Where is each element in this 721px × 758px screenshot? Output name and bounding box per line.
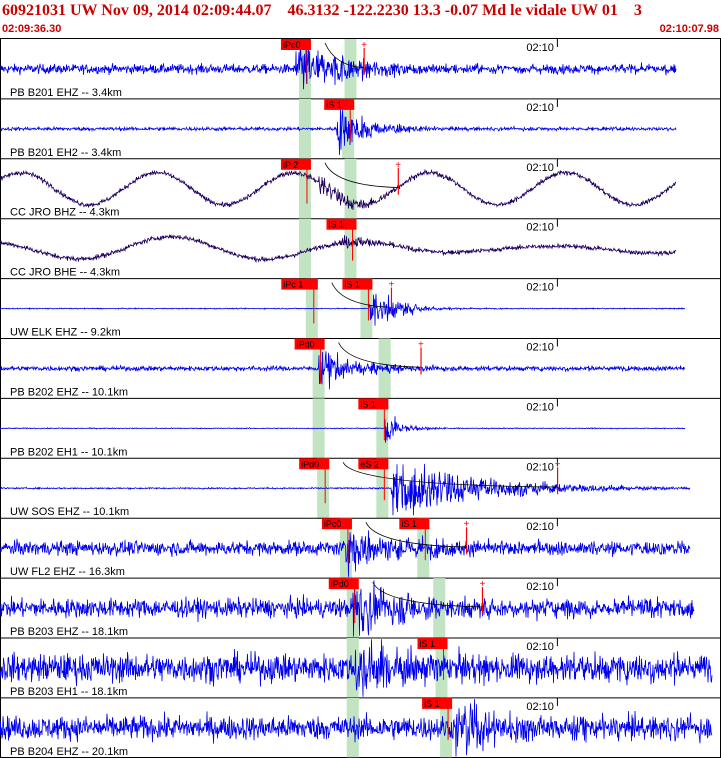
p-pick-label: iPc 1 bbox=[283, 280, 303, 290]
waveform-trace bbox=[0, 351, 686, 390]
amplitude-arc bbox=[338, 342, 422, 368]
coda-pick-plus: + bbox=[388, 280, 394, 291]
s-pick-label: iS 1 bbox=[420, 639, 436, 649]
p-pick-label-box bbox=[299, 458, 330, 470]
s-pick-label: iS 1 bbox=[360, 399, 376, 409]
station-label: UW SOS EHZ -- 10.1km bbox=[10, 506, 129, 518]
waveform-trace bbox=[0, 530, 691, 577]
waveform-trace bbox=[0, 106, 677, 156]
station-label: CC JRO BHE -- 4.3km bbox=[10, 267, 120, 279]
s-window bbox=[344, 158, 357, 219]
p-pick-label-box bbox=[294, 338, 325, 350]
s-pick-label-box bbox=[417, 638, 448, 649]
s-pick-label-box bbox=[422, 697, 453, 709]
time-tick-label: 02:10 bbox=[526, 701, 554, 713]
station-label: UW FL2 EHZ -- 16.3km bbox=[10, 566, 125, 578]
waveform-trace bbox=[0, 580, 695, 637]
s-pick-label-box bbox=[326, 218, 357, 230]
time-tick-label: 02:10 bbox=[526, 102, 554, 114]
time-tick-label: 02:10 bbox=[526, 641, 554, 653]
waveform-trace bbox=[0, 639, 713, 697]
p-pick-label: iPc0 bbox=[283, 40, 301, 50]
p-window bbox=[298, 158, 311, 219]
s-pick-label-box bbox=[399, 518, 430, 530]
p-window bbox=[298, 218, 311, 279]
station-label: PB B202 EHZ -- 10.1km bbox=[10, 386, 128, 398]
station-label: PB B202 EH1 -- 10.1km bbox=[10, 446, 127, 458]
waveform-trace bbox=[0, 43, 677, 90]
time-tick-label: 02:10 bbox=[526, 342, 554, 354]
p-pick-label: iPd0 bbox=[301, 459, 319, 469]
station-label: PB B203 EH1 -- 18.1km bbox=[10, 686, 127, 698]
end-time-label: 02:10:07.98 bbox=[659, 23, 719, 35]
s-window bbox=[433, 578, 446, 638]
s-pick-label-box bbox=[358, 398, 389, 410]
p-pick-label: iPd0 bbox=[297, 340, 315, 350]
p-pick-label-box bbox=[328, 578, 359, 590]
amplitude-arc bbox=[372, 581, 483, 608]
p-pick-label-box bbox=[281, 278, 318, 290]
s-pick-label: iS 1 bbox=[344, 280, 360, 290]
amplitude-arc bbox=[331, 282, 392, 308]
s-pick-label: iS 1 bbox=[424, 699, 440, 709]
coda-pick-plus: + bbox=[361, 40, 367, 51]
p-pick-label: iP 2 bbox=[283, 160, 298, 170]
amplitude-arc bbox=[365, 522, 467, 548]
s-pick-label: iS 1 bbox=[401, 519, 417, 529]
station-label: CC JRO BHZ -- 4.3km bbox=[10, 207, 119, 219]
s-pick-label: iS 1 bbox=[326, 100, 342, 110]
time-tick-label: 02:10 bbox=[526, 521, 554, 533]
station-label: UW ELK EHZ -- 9.2km bbox=[10, 327, 121, 339]
s-pick-label: eS 2 bbox=[360, 459, 379, 469]
p-window bbox=[346, 578, 359, 638]
coda-pick-plus: + bbox=[555, 459, 561, 470]
time-tick-label: 02:10 bbox=[526, 42, 554, 54]
station-label: PB B203 EHZ -- 18.1km bbox=[10, 626, 128, 638]
waveform-trace bbox=[0, 168, 677, 211]
event-title: 60921031 UW Nov 09, 2014 02:09:44.07 46.… bbox=[2, 2, 642, 19]
p-pick-label-box bbox=[321, 518, 352, 530]
waveform-trace bbox=[0, 463, 691, 516]
time-tick-label: 02:10 bbox=[526, 282, 554, 294]
station-label: PB B204 EHZ -- 20.1km bbox=[10, 746, 128, 758]
time-tick-label: 02:10 bbox=[526, 222, 554, 234]
p-pick-label-box bbox=[280, 39, 311, 50]
amplitude-arc bbox=[342, 462, 558, 488]
coda-pick-plus: + bbox=[479, 579, 485, 590]
p-pick-label-box bbox=[280, 158, 311, 170]
time-tick-label: 02:10 bbox=[526, 581, 554, 593]
amplitude-arc bbox=[324, 162, 399, 188]
time-tick-label: 02:10 bbox=[526, 401, 554, 413]
start-time-label: 02:09:36.30 bbox=[2, 23, 62, 35]
waveform-trace bbox=[0, 293, 685, 326]
s-pick-label-box bbox=[358, 458, 389, 470]
waveform-trace bbox=[0, 416, 686, 443]
station-label: PB B201 EHZ -- 3.4km bbox=[10, 87, 122, 99]
station-label: PB B201 EH2 -- 3.4km bbox=[10, 147, 121, 159]
time-tick-label: 02:10 bbox=[526, 461, 554, 473]
coda-pick-plus: + bbox=[464, 519, 470, 530]
amplitude-arc bbox=[324, 42, 365, 69]
time-tick-label: 02:10 bbox=[526, 162, 554, 174]
s-window bbox=[344, 218, 357, 279]
p-pick-label: iPc0 bbox=[324, 519, 342, 529]
coda-pick-plus: + bbox=[395, 160, 401, 171]
waveform-trace bbox=[0, 699, 713, 757]
s-pick-label: iS 1 bbox=[328, 220, 344, 230]
s-pick-label-box bbox=[324, 98, 355, 110]
coda-pick-plus: + bbox=[418, 339, 424, 350]
s-pick-label-box bbox=[342, 278, 373, 290]
p-pick-label: iPd0 bbox=[331, 579, 349, 589]
waveform-trace bbox=[0, 233, 677, 263]
